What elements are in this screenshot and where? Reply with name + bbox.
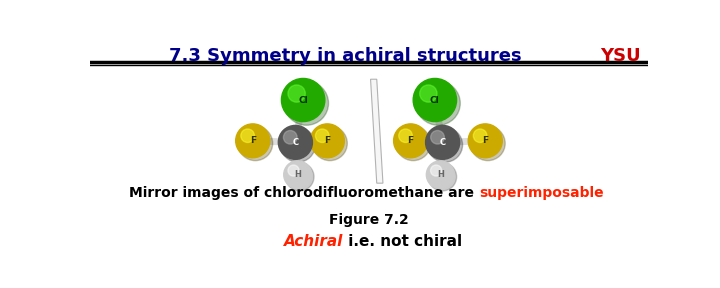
Circle shape (428, 163, 456, 191)
Circle shape (416, 81, 460, 125)
Text: Figure 7.2: Figure 7.2 (329, 213, 409, 227)
Circle shape (312, 126, 347, 161)
Circle shape (284, 81, 328, 125)
Text: Cl: Cl (298, 96, 308, 105)
Circle shape (470, 126, 505, 161)
Text: 7.3 Symmetry in achiral structures: 7.3 Symmetry in achiral structures (169, 47, 522, 65)
Text: Achiral: Achiral (284, 234, 343, 249)
Text: F: F (408, 136, 414, 145)
Text: F: F (324, 136, 330, 145)
Circle shape (282, 78, 325, 122)
Circle shape (394, 124, 428, 158)
Text: Cl: Cl (430, 96, 440, 105)
Circle shape (396, 126, 431, 161)
Circle shape (284, 130, 297, 144)
Circle shape (431, 130, 444, 144)
Circle shape (281, 128, 315, 162)
Text: i.e. not chiral: i.e. not chiral (343, 234, 462, 249)
Circle shape (426, 161, 454, 189)
Circle shape (428, 128, 462, 162)
Text: C: C (440, 138, 446, 147)
Text: YSU: YSU (600, 47, 640, 65)
Circle shape (420, 85, 437, 102)
Circle shape (284, 161, 312, 189)
Text: superimposable: superimposable (479, 186, 603, 200)
Circle shape (238, 126, 273, 161)
Circle shape (288, 85, 305, 102)
Circle shape (286, 163, 314, 191)
Circle shape (240, 129, 254, 143)
Text: H: H (294, 170, 301, 179)
Circle shape (431, 165, 441, 176)
Circle shape (310, 124, 344, 158)
Circle shape (235, 124, 270, 158)
Circle shape (413, 78, 456, 122)
Text: Mirror images of chlorodifluoromethane are: Mirror images of chlorodifluoromethane a… (129, 186, 479, 200)
Polygon shape (371, 79, 383, 183)
Circle shape (315, 129, 329, 143)
Text: F: F (482, 136, 488, 145)
Circle shape (473, 129, 487, 143)
Circle shape (288, 165, 299, 176)
Circle shape (468, 124, 503, 158)
Text: H: H (437, 170, 444, 179)
Circle shape (426, 125, 459, 159)
Text: C: C (292, 138, 298, 147)
Circle shape (399, 129, 413, 143)
Circle shape (279, 125, 312, 159)
Text: F: F (250, 136, 256, 145)
